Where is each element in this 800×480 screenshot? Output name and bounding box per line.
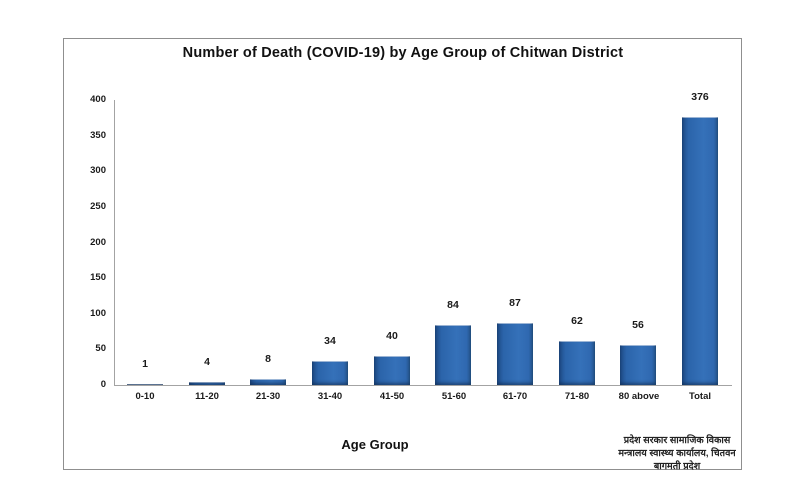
y-tick-label-50: 50 <box>95 343 106 355</box>
bar-51-60 <box>435 325 471 385</box>
y-tick-label-100: 100 <box>90 307 106 319</box>
x-category-label-61-70: 61-70 <box>502 391 528 402</box>
x-category-label-31-40: 31-40 <box>317 391 343 402</box>
bar-value-label-80-above: 56 <box>632 319 644 331</box>
source-note-line-3: बागमती प्रदेश <box>653 461 701 472</box>
y-tick-label-0: 0 <box>100 379 106 390</box>
y-tick-label-400: 400 <box>90 94 106 105</box>
bar-value-label-0-10: 1 <box>142 358 148 370</box>
x-axis-line <box>114 385 732 386</box>
y-tick-label-350: 350 <box>90 129 106 141</box>
bar-41-50 <box>374 356 410 385</box>
x-category-label-21-30: 21-30 <box>255 391 281 402</box>
bar-total <box>682 117 718 385</box>
x-axis-title: Age Group <box>341 437 409 452</box>
x-category-label-11-20: 11-20 <box>195 391 219 402</box>
bar-71-80 <box>559 341 595 385</box>
x-category-label-0-10: 0-10 <box>135 391 155 402</box>
chart-frame-border <box>63 38 742 470</box>
bar-value-label-31-40: 34 <box>324 335 336 347</box>
x-category-label-51-60: 51-60 <box>441 391 467 402</box>
bar-value-label-51-60: 84 <box>447 299 459 311</box>
x-category-label-total: Total <box>689 391 711 402</box>
x-category-label-41-50: 41-50 <box>379 391 405 402</box>
source-note-line-2: मन्त्रालय स्वास्थ्य कार्यालय, चितवन <box>618 448 736 459</box>
bar-61-70 <box>497 323 533 385</box>
y-tick-label-150: 150 <box>90 272 106 284</box>
bar-0-10 <box>127 384 163 385</box>
bar-80-above <box>620 345 656 385</box>
y-tick-label-250: 250 <box>90 200 106 212</box>
bar-21-30 <box>250 379 286 385</box>
bar-11-20 <box>189 382 225 385</box>
bar-31-40 <box>312 361 348 385</box>
x-category-label-80-above: 80 above <box>618 391 660 402</box>
bar-value-label-61-70: 87 <box>509 297 521 309</box>
source-note-line-1: प्रदेश सरकार सामाजिक विकास <box>623 435 731 446</box>
y-tick-label-300: 300 <box>90 165 106 177</box>
bar-value-label-21-30: 8 <box>265 353 271 365</box>
bar-value-label-41-50: 40 <box>386 330 398 342</box>
y-tick-label-200: 200 <box>90 236 106 248</box>
bar-value-label-11-20: 4 <box>204 356 210 368</box>
chart-title: Number of Death (COVID-19) by Age Group … <box>182 45 624 61</box>
bar-value-label-total: 376 <box>691 91 709 103</box>
bar-value-label-71-80: 62 <box>571 315 583 327</box>
x-category-label-71-80: 71-80 <box>564 391 590 402</box>
y-axis-line <box>114 100 115 386</box>
source-note: प्रदेश सरकार सामाजिक विकास मन्त्रालय स्व… <box>606 434 748 473</box>
